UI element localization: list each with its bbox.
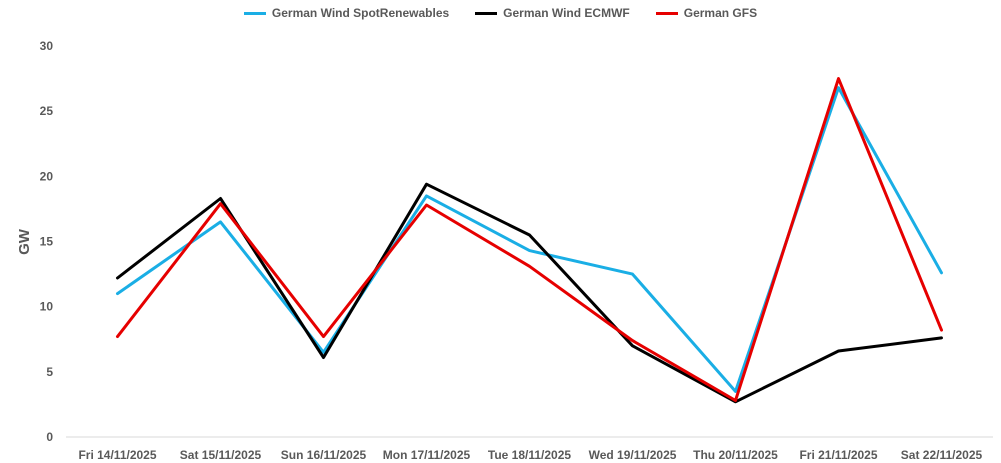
- y-tick-label: 5: [46, 365, 53, 379]
- series-line-2: [116, 77, 943, 402]
- x-tick-label: Fri 14/11/2025: [78, 448, 156, 462]
- legend-swatch-spotrenewables: [243, 11, 266, 15]
- legend-label-gfs: German GFS: [683, 6, 758, 20]
- legend-swatch-ecmwf: [475, 11, 498, 15]
- series-line-0: [116, 86, 943, 393]
- x-tick-label: Sat 22/11/2025: [901, 448, 983, 462]
- series-line-1: [116, 182, 943, 404]
- x-tick-label: Sat 15/11/2025: [180, 448, 262, 462]
- x-tick-label: Mon 17/11/2025: [383, 448, 471, 462]
- chart-axes: 0 5 10 15 20 25 30 Fri 14/11/2025 Sat 15/11/2025…: [40, 39, 993, 462]
- y-tick-label: 20: [40, 169, 54, 183]
- legend-item-ecmwf: German Wind ECMWF: [475, 6, 630, 20]
- chart-series: [116, 77, 943, 404]
- x-tick-label: Tue 18/11/2025: [488, 448, 572, 462]
- y-tick-label: 25: [40, 104, 54, 118]
- chart-legend: German Wind SpotRenewables German Wind E…: [0, 6, 1001, 20]
- legend-label-spotrenewables: German Wind SpotRenewables: [271, 6, 450, 20]
- y-tick-label: 0: [46, 430, 53, 444]
- x-tick-label: Thu 20/11/2025: [693, 448, 778, 462]
- x-tick-label: Wed 19/11/2025: [589, 448, 677, 462]
- x-tick-label: Fri 21/11/2025: [799, 448, 877, 462]
- legend-label-ecmwf: German Wind ECMWF: [503, 6, 630, 20]
- legend-item-spotrenewables: German Wind SpotRenewables: [243, 6, 450, 20]
- legend-item-gfs: German GFS: [655, 6, 758, 20]
- legend-swatch-gfs: [655, 11, 678, 15]
- y-tick-label: 15: [40, 235, 54, 249]
- x-tick-label: Sun 16/11/2025: [281, 448, 367, 462]
- y-tick-label: 30: [40, 39, 54, 53]
- y-axis-title: GW: [16, 228, 33, 255]
- y-tick-label: 10: [40, 300, 54, 314]
